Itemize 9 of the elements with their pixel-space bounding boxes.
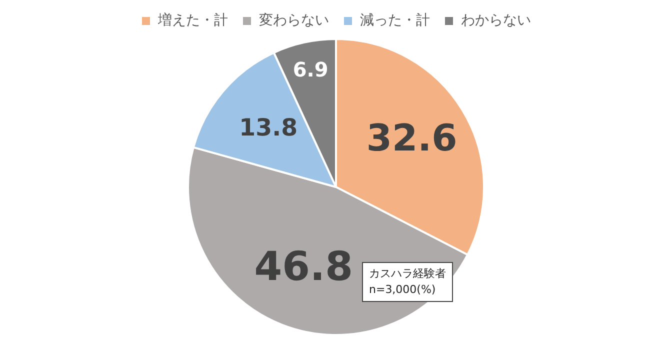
legend-label: わからない — [461, 12, 531, 29]
legend-label: 変わらない — [259, 12, 329, 29]
data-label: 13.8 — [239, 114, 298, 142]
data-label: 32.6 — [366, 116, 458, 160]
legend-label: 増えた・計 — [157, 12, 228, 29]
data-label: 46.8 — [254, 244, 353, 290]
text: カスハラ経験者 n=3,000(%) — [362, 262, 453, 302]
legend-label: 減った・計 — [360, 12, 430, 29]
data-label: 6.9 — [292, 58, 328, 82]
